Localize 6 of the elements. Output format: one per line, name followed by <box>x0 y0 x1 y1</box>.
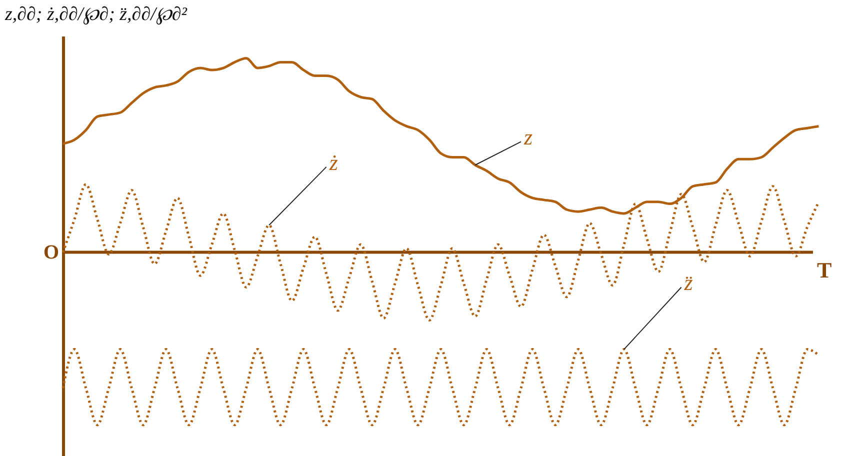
text: ż <box>328 150 338 175</box>
y-axis-title: z,∂∂; ż,∂∂/℘∂; z̈,∂∂/℘∂² <box>4 4 188 25</box>
text: z̈ <box>683 270 694 296</box>
text: O <box>43 241 59 264</box>
series-label: z <box>523 124 533 150</box>
x-axis-title: T <box>816 257 832 282</box>
